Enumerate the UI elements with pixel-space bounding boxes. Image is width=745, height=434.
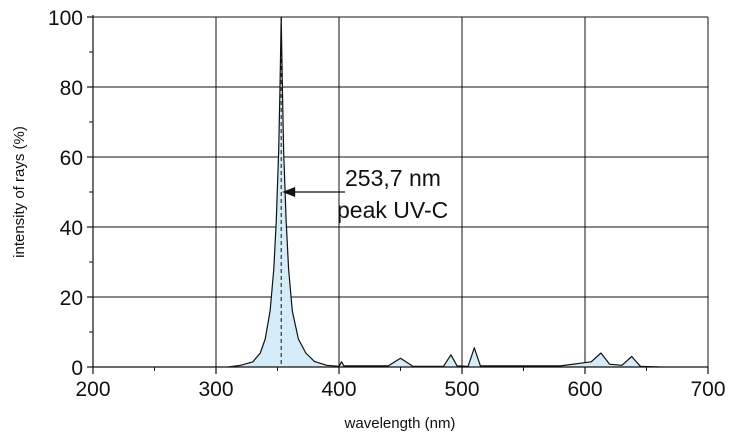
spectrum-fill [228,17,659,367]
axes [87,15,709,374]
spectrum-area [228,16,659,368]
annotation-line2: peak UV-C [337,197,448,223]
y-tick-label: 100 [48,7,83,30]
y-tick-label: 20 [60,287,83,310]
tick-labels: 200 300 400 500 600 700 0 20 40 60 80 100 [48,7,726,401]
x-tick-label: 500 [444,378,479,401]
x-tick-label: 400 [321,378,356,401]
spectrum-line [228,16,659,368]
peak-annotation: 253,7 nm peak UV-C [282,165,448,223]
y-tick-label: 0 [71,357,83,380]
y-tick-label: 80 [60,77,83,100]
grid-lines [93,16,709,367]
y-axis-title: intensity of rays (%) [11,126,28,258]
x-tick-label: 700 [690,378,725,401]
x-axis-title: wavelength (nm) [344,415,456,432]
y-tick-label: 60 [60,147,83,170]
y-tick-label: 40 [60,217,83,240]
x-tick-label: 300 [198,378,233,401]
x-tick-label: 200 [75,378,110,401]
x-tick-label: 600 [567,378,602,401]
annotation-arrow-head [282,187,296,197]
annotation-line1: 253,7 nm [345,165,441,191]
